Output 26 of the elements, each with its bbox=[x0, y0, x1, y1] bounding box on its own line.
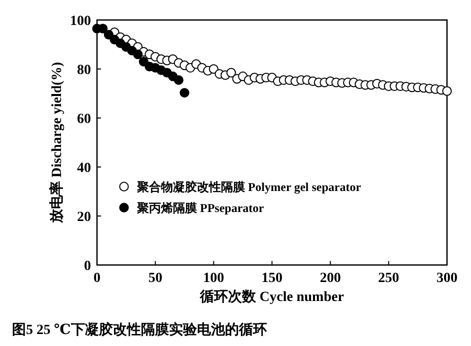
point bbox=[180, 88, 190, 98]
x-tick-label: 100 bbox=[203, 271, 224, 286]
y-tick-label: 20 bbox=[77, 210, 91, 225]
y-tick-label: 40 bbox=[77, 160, 91, 176]
y-tick-label: 60 bbox=[77, 112, 91, 127]
x-tick-label: 250 bbox=[378, 271, 400, 286]
point bbox=[174, 75, 184, 85]
point bbox=[442, 86, 452, 96]
x-tick-label: 150 bbox=[262, 271, 282, 286]
x-axis-title: 循环次数 Cycle number bbox=[199, 289, 344, 305]
x-tick-label: 300 bbox=[436, 271, 458, 286]
x-tick-label: 50 bbox=[148, 271, 162, 286]
point bbox=[226, 68, 236, 78]
point bbox=[138, 56, 148, 66]
legend-label: 聚合物凝胶改性隔膜 Polymer gel separator bbox=[136, 180, 362, 194]
point bbox=[104, 30, 114, 40]
y-tick-label: 80 bbox=[77, 62, 91, 78]
x-tick-label: 200 bbox=[320, 271, 341, 286]
x-tick-label: 0 bbox=[94, 271, 100, 286]
y-tick-label: 0 bbox=[84, 258, 91, 274]
y-axis-title: 放电率 Discharge yield(%) bbox=[48, 62, 65, 224]
legend-label: 聚丙烯隔膜 PPseparator bbox=[136, 200, 265, 215]
point bbox=[98, 24, 108, 34]
point bbox=[133, 50, 143, 60]
caption: 图5 25 ℃下凝胶改性隔膜实验电池的循环 bbox=[12, 321, 267, 338]
y-tick-label: 100 bbox=[70, 14, 91, 29]
